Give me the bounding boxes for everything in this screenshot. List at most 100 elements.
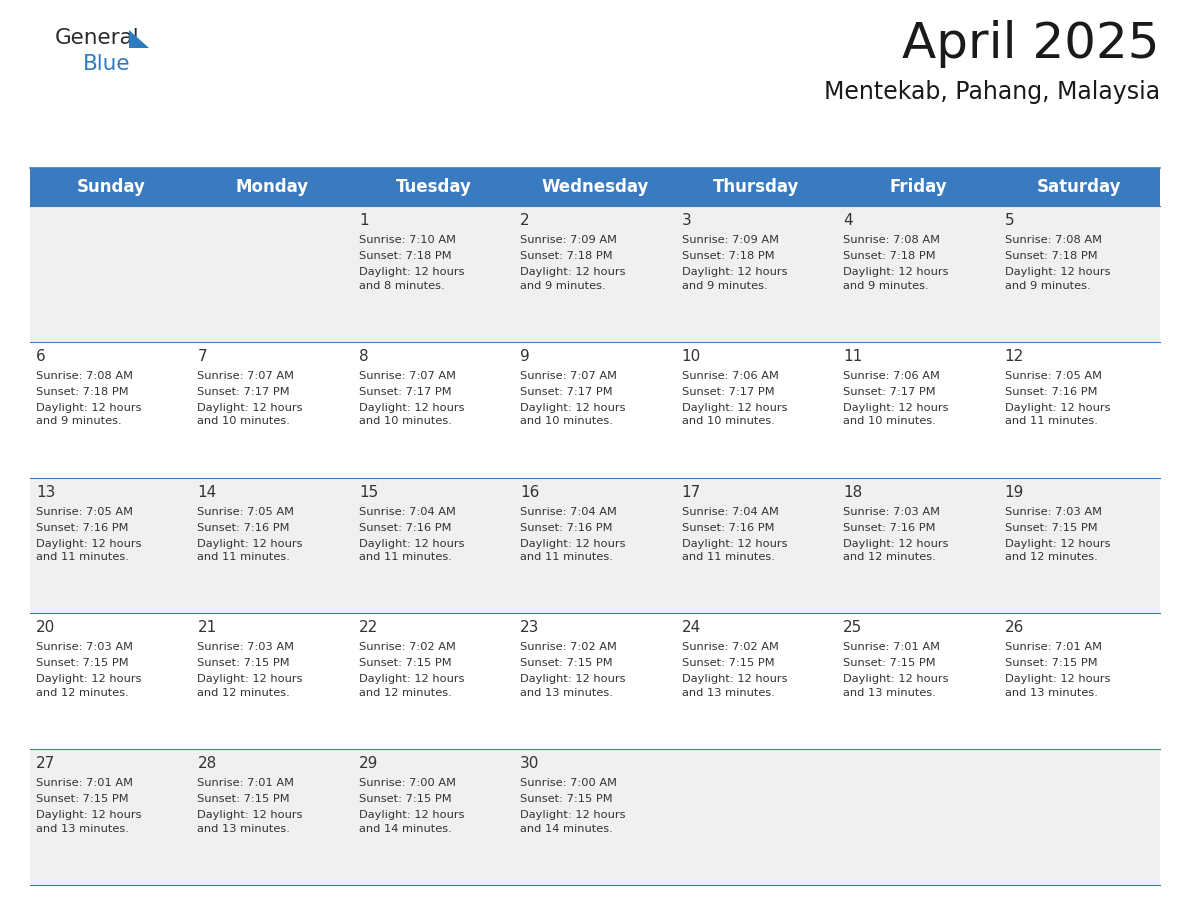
Text: Sunset: 7:15 PM: Sunset: 7:15 PM xyxy=(36,658,128,668)
Text: Sunset: 7:15 PM: Sunset: 7:15 PM xyxy=(197,794,290,804)
Text: Sunrise: 7:00 AM: Sunrise: 7:00 AM xyxy=(520,778,618,789)
Text: Monday: Monday xyxy=(235,178,309,196)
Text: Sunrise: 7:04 AM: Sunrise: 7:04 AM xyxy=(520,507,617,517)
Text: Sunrise: 7:05 AM: Sunrise: 7:05 AM xyxy=(1005,371,1101,381)
Text: Sunrise: 7:05 AM: Sunrise: 7:05 AM xyxy=(197,507,295,517)
Text: Daylight: 12 hours
and 14 minutes.: Daylight: 12 hours and 14 minutes. xyxy=(359,811,465,834)
Text: 16: 16 xyxy=(520,485,539,499)
Bar xyxy=(30,477,1159,613)
Text: 15: 15 xyxy=(359,485,378,499)
Text: Sunrise: 7:03 AM: Sunrise: 7:03 AM xyxy=(843,507,940,517)
Text: 6: 6 xyxy=(36,349,46,364)
Text: Sunset: 7:18 PM: Sunset: 7:18 PM xyxy=(843,251,936,261)
Text: Sunrise: 7:05 AM: Sunrise: 7:05 AM xyxy=(36,507,133,517)
Text: Sunset: 7:15 PM: Sunset: 7:15 PM xyxy=(1005,522,1098,532)
Text: 4: 4 xyxy=(843,213,853,228)
Text: Sunrise: 7:02 AM: Sunrise: 7:02 AM xyxy=(520,643,617,653)
Text: Sunrise: 7:06 AM: Sunrise: 7:06 AM xyxy=(682,371,778,381)
Text: 28: 28 xyxy=(197,756,216,771)
Text: Daylight: 12 hours
and 9 minutes.: Daylight: 12 hours and 9 minutes. xyxy=(1005,267,1110,291)
Text: Daylight: 12 hours
and 9 minutes.: Daylight: 12 hours and 9 minutes. xyxy=(36,403,141,426)
Bar xyxy=(30,341,1159,477)
Text: 9: 9 xyxy=(520,349,530,364)
Text: 12: 12 xyxy=(1005,349,1024,364)
Text: Friday: Friday xyxy=(889,178,947,196)
Text: Sunrise: 7:01 AM: Sunrise: 7:01 AM xyxy=(843,643,940,653)
Text: 3: 3 xyxy=(682,213,691,228)
Text: Daylight: 12 hours
and 11 minutes.: Daylight: 12 hours and 11 minutes. xyxy=(520,539,626,562)
Text: Sunset: 7:18 PM: Sunset: 7:18 PM xyxy=(1005,251,1098,261)
Text: Sunday: Sunday xyxy=(76,178,145,196)
Text: Daylight: 12 hours
and 10 minutes.: Daylight: 12 hours and 10 minutes. xyxy=(843,403,949,426)
Text: Daylight: 12 hours
and 13 minutes.: Daylight: 12 hours and 13 minutes. xyxy=(843,675,949,698)
Text: Sunset: 7:18 PM: Sunset: 7:18 PM xyxy=(682,251,775,261)
Text: 17: 17 xyxy=(682,485,701,499)
Text: Sunrise: 7:02 AM: Sunrise: 7:02 AM xyxy=(359,643,456,653)
Text: Sunrise: 7:04 AM: Sunrise: 7:04 AM xyxy=(359,507,456,517)
Text: Sunset: 7:15 PM: Sunset: 7:15 PM xyxy=(36,794,128,804)
Text: Daylight: 12 hours
and 8 minutes.: Daylight: 12 hours and 8 minutes. xyxy=(359,267,465,291)
Text: Sunset: 7:15 PM: Sunset: 7:15 PM xyxy=(520,794,613,804)
Text: Daylight: 12 hours
and 10 minutes.: Daylight: 12 hours and 10 minutes. xyxy=(682,403,788,426)
Text: Sunset: 7:16 PM: Sunset: 7:16 PM xyxy=(682,522,775,532)
Text: Sunset: 7:18 PM: Sunset: 7:18 PM xyxy=(520,251,613,261)
Text: Daylight: 12 hours
and 13 minutes.: Daylight: 12 hours and 13 minutes. xyxy=(682,675,788,698)
Text: Sunrise: 7:04 AM: Sunrise: 7:04 AM xyxy=(682,507,778,517)
Text: Sunrise: 7:03 AM: Sunrise: 7:03 AM xyxy=(36,643,133,653)
Text: Sunrise: 7:03 AM: Sunrise: 7:03 AM xyxy=(1005,507,1101,517)
Text: Sunset: 7:15 PM: Sunset: 7:15 PM xyxy=(1005,658,1098,668)
Text: 19: 19 xyxy=(1005,485,1024,499)
Text: Sunset: 7:17 PM: Sunset: 7:17 PM xyxy=(843,386,936,397)
Text: 14: 14 xyxy=(197,485,216,499)
Text: April 2025: April 2025 xyxy=(903,20,1159,68)
Text: Daylight: 12 hours
and 13 minutes.: Daylight: 12 hours and 13 minutes. xyxy=(520,675,626,698)
Text: Sunrise: 7:01 AM: Sunrise: 7:01 AM xyxy=(197,778,295,789)
Text: 27: 27 xyxy=(36,756,56,771)
Text: Daylight: 12 hours
and 12 minutes.: Daylight: 12 hours and 12 minutes. xyxy=(36,675,141,698)
Text: Sunset: 7:17 PM: Sunset: 7:17 PM xyxy=(359,386,451,397)
Text: Sunset: 7:16 PM: Sunset: 7:16 PM xyxy=(520,522,613,532)
Text: Daylight: 12 hours
and 13 minutes.: Daylight: 12 hours and 13 minutes. xyxy=(197,811,303,834)
Text: 24: 24 xyxy=(682,621,701,635)
Text: Sunset: 7:16 PM: Sunset: 7:16 PM xyxy=(843,522,936,532)
Text: Sunset: 7:15 PM: Sunset: 7:15 PM xyxy=(197,658,290,668)
Text: Daylight: 12 hours
and 10 minutes.: Daylight: 12 hours and 10 minutes. xyxy=(520,403,626,426)
Text: Sunrise: 7:10 AM: Sunrise: 7:10 AM xyxy=(359,235,456,245)
Text: 5: 5 xyxy=(1005,213,1015,228)
Text: 30: 30 xyxy=(520,756,539,771)
Text: Daylight: 12 hours
and 12 minutes.: Daylight: 12 hours and 12 minutes. xyxy=(1005,539,1110,562)
Text: Daylight: 12 hours
and 11 minutes.: Daylight: 12 hours and 11 minutes. xyxy=(1005,403,1110,426)
Text: Daylight: 12 hours
and 13 minutes.: Daylight: 12 hours and 13 minutes. xyxy=(36,811,141,834)
Text: 22: 22 xyxy=(359,621,378,635)
Text: Sunrise: 7:00 AM: Sunrise: 7:00 AM xyxy=(359,778,456,789)
Polygon shape xyxy=(129,30,148,48)
Text: Sunrise: 7:09 AM: Sunrise: 7:09 AM xyxy=(682,235,778,245)
Text: 20: 20 xyxy=(36,621,56,635)
Text: Sunrise: 7:09 AM: Sunrise: 7:09 AM xyxy=(520,235,618,245)
Text: 10: 10 xyxy=(682,349,701,364)
Text: Sunrise: 7:01 AM: Sunrise: 7:01 AM xyxy=(1005,643,1101,653)
Text: Sunrise: 7:08 AM: Sunrise: 7:08 AM xyxy=(36,371,133,381)
Text: Daylight: 12 hours
and 9 minutes.: Daylight: 12 hours and 9 minutes. xyxy=(843,267,949,291)
Text: Sunset: 7:16 PM: Sunset: 7:16 PM xyxy=(36,522,128,532)
Text: Mentekab, Pahang, Malaysia: Mentekab, Pahang, Malaysia xyxy=(823,80,1159,104)
Text: 11: 11 xyxy=(843,349,862,364)
Text: Daylight: 12 hours
and 12 minutes.: Daylight: 12 hours and 12 minutes. xyxy=(197,675,303,698)
Text: Sunset: 7:15 PM: Sunset: 7:15 PM xyxy=(843,658,936,668)
Text: Daylight: 12 hours
and 9 minutes.: Daylight: 12 hours and 9 minutes. xyxy=(520,267,626,291)
Text: Daylight: 12 hours
and 13 minutes.: Daylight: 12 hours and 13 minutes. xyxy=(1005,675,1110,698)
Text: Sunset: 7:16 PM: Sunset: 7:16 PM xyxy=(197,522,290,532)
Text: Sunset: 7:15 PM: Sunset: 7:15 PM xyxy=(359,794,451,804)
Text: Sunrise: 7:01 AM: Sunrise: 7:01 AM xyxy=(36,778,133,789)
Text: 18: 18 xyxy=(843,485,862,499)
Text: Daylight: 12 hours
and 12 minutes.: Daylight: 12 hours and 12 minutes. xyxy=(359,675,465,698)
Text: Sunrise: 7:02 AM: Sunrise: 7:02 AM xyxy=(682,643,778,653)
Text: Blue: Blue xyxy=(83,54,131,74)
Text: Daylight: 12 hours
and 12 minutes.: Daylight: 12 hours and 12 minutes. xyxy=(843,539,949,562)
Text: Sunset: 7:15 PM: Sunset: 7:15 PM xyxy=(520,658,613,668)
Bar xyxy=(30,206,1159,341)
Text: General: General xyxy=(55,28,140,48)
Text: Daylight: 12 hours
and 11 minutes.: Daylight: 12 hours and 11 minutes. xyxy=(36,539,141,562)
Text: Sunset: 7:16 PM: Sunset: 7:16 PM xyxy=(1005,386,1097,397)
Text: Daylight: 12 hours
and 11 minutes.: Daylight: 12 hours and 11 minutes. xyxy=(197,539,303,562)
